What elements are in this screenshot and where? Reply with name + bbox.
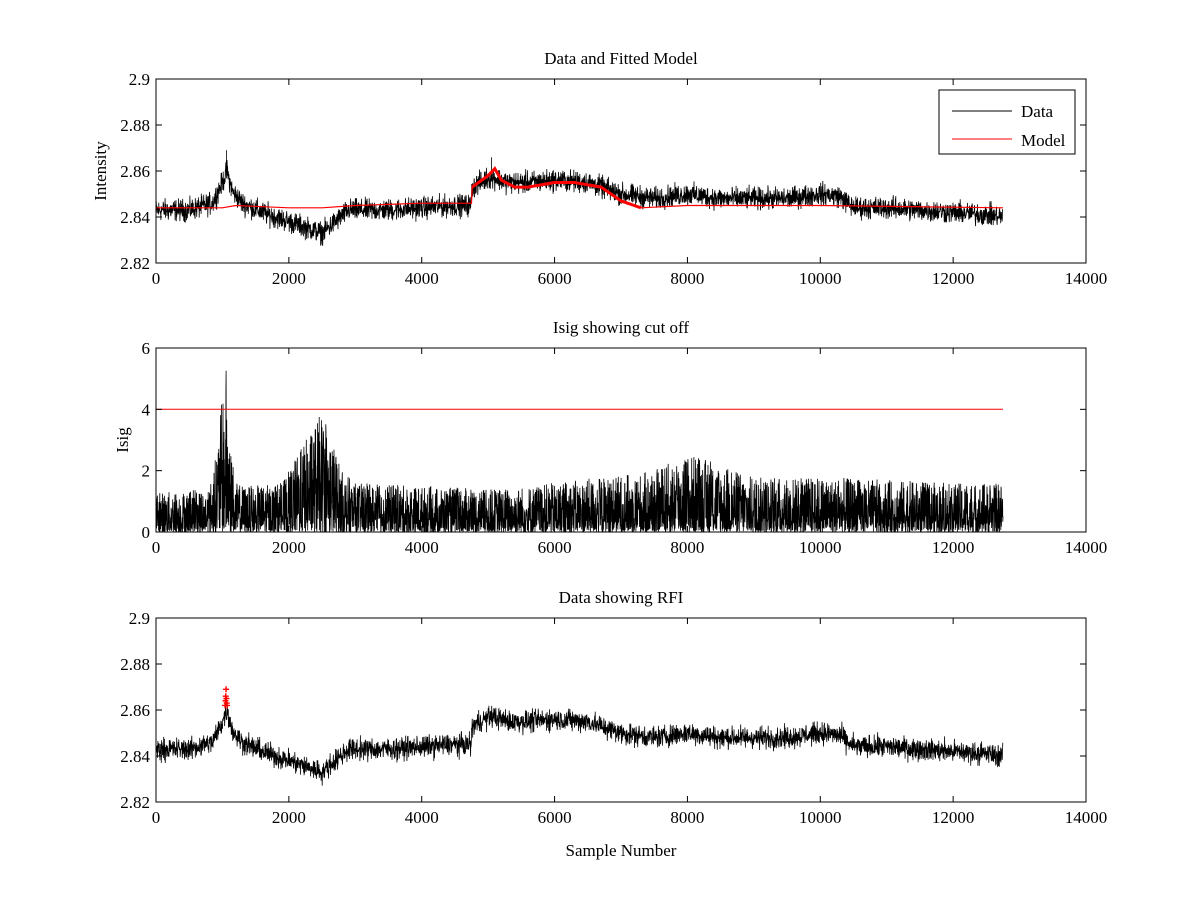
y-tick-label: 6 [142,339,151,358]
legend-entry-model: Model [1021,131,1066,150]
x-tick-label: 2000 [272,538,306,557]
legend: Data Model [938,89,1076,155]
panel-2-axes-frame [155,347,1087,533]
panel-3-series-data [156,701,1004,786]
panel-3-title: Data showing RFI [559,588,684,607]
x-tick-label: 10000 [799,538,842,557]
x-tick-label: 8000 [670,808,704,827]
x-tick-label: 8000 [670,269,704,288]
x-tick-label: 6000 [538,269,572,288]
panel-1-plot-area: 0 2000 4000 6000 8000 10000 12000 14000 2.82 2.84… [120,70,1107,288]
x-tick-label: 2000 [272,808,306,827]
x-tick-label: 2000 [272,269,306,288]
x-tick-label: 4000 [405,538,439,557]
rfi-marker [223,686,230,693]
x-tick-label: 0 [152,808,161,827]
y-tick-label: 0 [142,523,151,542]
panel-2-ylabel: Isig [113,427,132,453]
x-tick-label: 12000 [932,269,975,288]
panel-1-ylabel: Intensity [91,141,110,201]
x-tick-label: 6000 [538,808,572,827]
y-tick-label: 2 [142,462,151,481]
y-tick-label: 2.88 [120,655,150,674]
y-tick-label: 4 [142,400,151,419]
rfi-marker [224,702,231,709]
y-tick-label: 2.84 [120,208,150,227]
x-tick-label: 6000 [538,538,572,557]
x-tick-label: 10000 [799,808,842,827]
y-tick-label: 2.82 [120,793,150,812]
y-tick-label: 2.86 [120,162,150,181]
y-tick-label: 2.9 [129,70,150,89]
x-tick-label: 14000 [1065,269,1108,288]
y-tick-label: 2.82 [120,254,150,273]
x-tick-label: 0 [152,538,161,557]
x-tick-label: 8000 [670,538,704,557]
x-tick-label: 14000 [1065,808,1108,827]
panel-1-series-model-thick [471,166,642,210]
x-tick-label: 10000 [799,269,842,288]
y-tick-label: 2.9 [129,609,150,628]
panel-3-plot-area: 0 2000 4000 6000 8000 10000 12000 14000 2.82 2.84… [120,609,1107,827]
x-tick-label: 12000 [932,808,975,827]
y-tick-label: 2.86 [120,701,150,720]
y-tick-label: 2.84 [120,747,150,766]
panel-2-title: Isig showing cut off [553,318,689,337]
x-tick-label: 0 [152,269,161,288]
x-tick-label: 4000 [405,808,439,827]
panel-2-plot-area: 0 2000 4000 6000 8000 10000 12000 14000 0 2 4 6 [142,339,1108,557]
panel-1-title: Data and Fitted Model [544,49,698,68]
legend-entry-data: Data [1021,102,1054,121]
y-tick-label: 2.88 [120,116,150,135]
legend-box [938,89,1076,155]
panel-2-series-isig [156,370,1004,532]
panel-isig-showing-cut-off: Isig showing cut off Isig 0 2000 4000 6000 8… [113,318,1107,557]
panel-1-series-data [156,150,1004,247]
panel-3-xlabel: Sample Number [566,841,677,860]
panel-data-showing-rfi: Data showing RFI Sample Number 0 2000 4000… [120,588,1107,860]
x-tick-label: 14000 [1065,538,1108,557]
x-tick-label: 12000 [932,538,975,557]
x-tick-label: 4000 [405,269,439,288]
panel-data-and-fitted-model: Data and Fitted Model Intensity 0 2000 400… [91,49,1107,288]
